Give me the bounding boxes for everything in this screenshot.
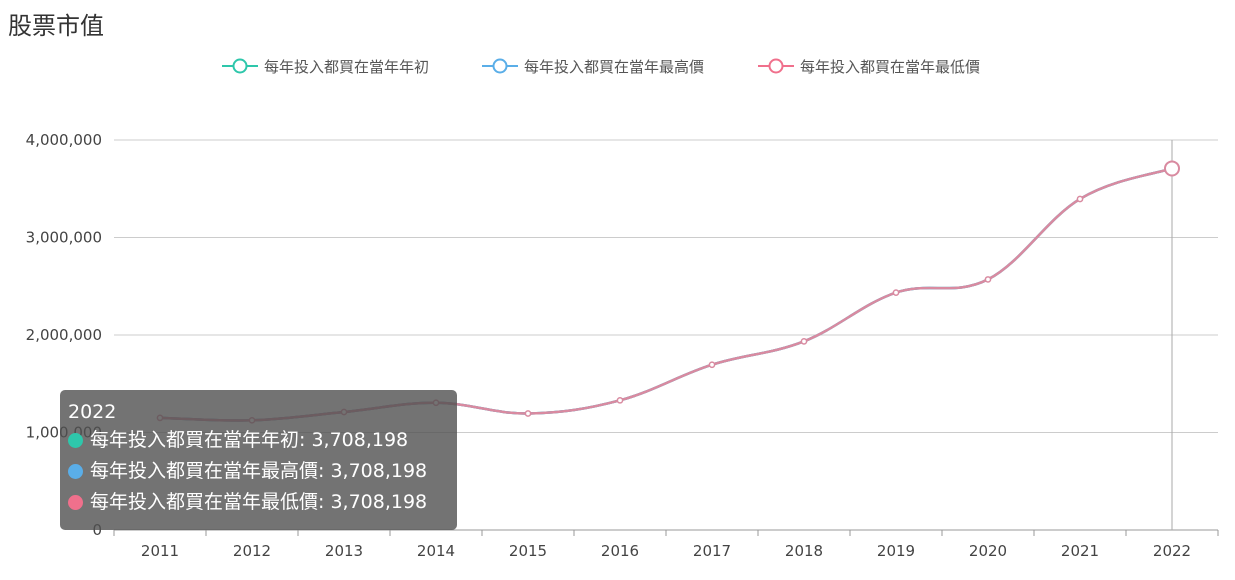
data-point (524, 410, 532, 417)
data-point (1076, 195, 1084, 203)
legend-marker-icon (222, 58, 258, 74)
tooltip-row-label: 每年投入都買在當年最低價: 3,708,198 (90, 491, 428, 513)
data-point (892, 289, 900, 296)
x-tick-label: 2011 (141, 542, 179, 560)
data-point (616, 396, 624, 404)
series-line-low (159, 167, 1173, 422)
data-point (708, 361, 716, 369)
x-tick-label: 2021 (1061, 542, 1099, 560)
tooltip: 2022 每年投入都買在當年年初: 3,708,198 每年投入都買在當年最高價… (60, 390, 457, 530)
tooltip-row-start: 每年投入都買在當年年初: 3,708,198 (68, 425, 449, 456)
legend-marker-icon (482, 58, 518, 74)
series-dot-icon (68, 433, 83, 448)
x-tick-label: 2015 (509, 542, 547, 560)
y-tick-label: 2,000,000 (26, 326, 102, 344)
tooltip-row-low: 每年投入都買在當年最低價: 3,708,198 (68, 487, 449, 518)
x-tick-label: 2022 (1153, 542, 1191, 560)
tooltip-title: 2022 (68, 401, 117, 423)
legend-item-start[interactable]: 每年投入都買在當年年初 (222, 52, 429, 80)
x-tick-label: 2013 (325, 542, 363, 560)
y-tick-label: 4,000,000 (26, 131, 102, 149)
page-title: 股票市值 (8, 12, 104, 40)
series-dot-icon (68, 464, 83, 479)
series-dot-icon (68, 495, 83, 510)
x-tick-label: 2019 (877, 542, 915, 560)
legend-item-low[interactable]: 每年投入都買在當年最低價 (758, 52, 980, 80)
highlight-point (1164, 160, 1180, 177)
legend-label: 每年投入都買在當年年初 (264, 57, 430, 76)
x-tick-label: 2016 (601, 542, 639, 560)
legend-marker-icon (758, 58, 794, 74)
y-tick-label: 0 (92, 521, 102, 539)
data-point (800, 337, 808, 345)
tooltip-row-label: 每年投入都買在當年年初: 3,708,198 (90, 429, 409, 451)
x-tick-label: 2012 (233, 542, 271, 560)
x-tick-label: 2020 (969, 542, 1007, 560)
legend-label: 每年投入都買在當年最高價 (524, 57, 705, 76)
tooltip-row-label: 每年投入都買在當年最高價: 3,708,198 (90, 460, 428, 482)
y-tick-label: 3,000,000 (26, 229, 102, 247)
tooltip-row-high: 每年投入都買在當年最高價: 3,708,198 (68, 456, 449, 487)
x-tick-label: 2014 (417, 542, 455, 560)
data-point (984, 276, 992, 283)
legend-label: 每年投入都買在當年最低價 (800, 57, 981, 76)
legend-item-high[interactable]: 每年投入都買在當年最高價 (482, 52, 704, 80)
x-tick-label: 2017 (693, 542, 731, 560)
chart-legend: 每年投入都買在當年年初 每年投入都買在當年最高價 每年投入都買在當年最低價 (0, 52, 1235, 80)
x-tick-label: 2018 (785, 542, 823, 560)
